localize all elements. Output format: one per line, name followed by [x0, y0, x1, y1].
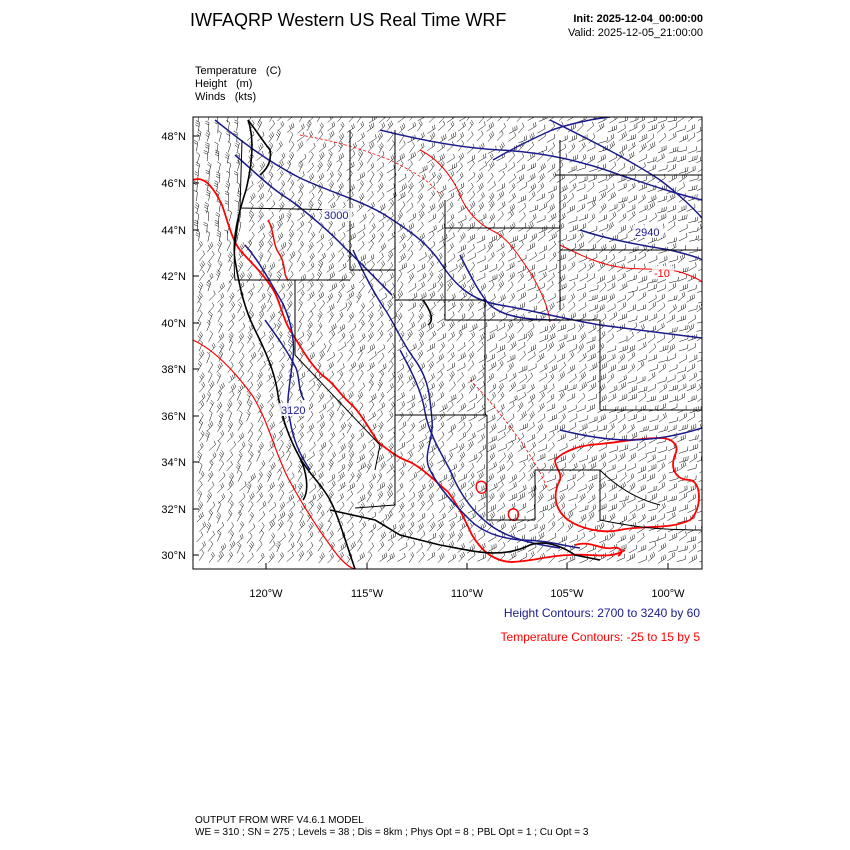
- lat-tick-label: 32°N: [161, 504, 186, 516]
- height-contour-legend: Height Contours: 2700 to 3240 by 60: [503, 606, 700, 620]
- lat-tick-label: 34°N: [161, 457, 186, 469]
- height-contour: [559, 427, 702, 441]
- height-contour: [492, 117, 611, 161]
- temperature-contours: [193, 134, 702, 569]
- longitude-axis: 120°W 115°W 110°W 105°W 100°W: [249, 563, 685, 600]
- lat-tick-label: 44°N: [161, 225, 186, 237]
- height-label-3120: 3120: [281, 405, 305, 417]
- temp-contour: [193, 339, 357, 569]
- field-temperature: Temperature (C): [195, 65, 282, 77]
- height-contour: [549, 119, 702, 219]
- temperature-contour-legend: Temperature Contours: -25 to 15 by 5: [500, 630, 700, 644]
- temp-contour: [475, 480, 488, 495]
- temp-contour: [559, 244, 702, 283]
- temp-contour: [554, 437, 700, 533]
- temp-contour: [267, 219, 289, 281]
- height-label-2940: 2940: [635, 227, 659, 239]
- height-contour: [352, 249, 581, 549]
- lat-tick-label: 42°N: [161, 271, 186, 283]
- field-height: Height (m): [195, 78, 253, 90]
- valid-time: Valid: 2025-12-05_21:00:00: [568, 27, 703, 39]
- height-contour: [459, 254, 561, 321]
- temp-contour: [193, 178, 626, 563]
- init-time: Init: 2025-12-04_00:00:00: [573, 13, 703, 25]
- temp-contour: [419, 149, 551, 323]
- model-config-footer: WE = 310 ; SN = 275 ; Levels = 38 ; Dis …: [195, 827, 589, 838]
- temp-contour: [469, 379, 549, 491]
- lon-tick-label: 120°W: [249, 588, 283, 600]
- temp-contour: [507, 508, 520, 522]
- lat-tick-label: 36°N: [161, 411, 186, 423]
- field-list: Temperature (C) Height (m) Winds (kts): [195, 65, 281, 104]
- lat-tick-label: 40°N: [161, 318, 186, 330]
- latitude-axis: 48°N 46°N 44°N 42°N 40°N 38°N 36°N 34°N 32°N 30°N: [161, 131, 199, 562]
- temp-contour: [574, 542, 623, 557]
- temp-label-minus10: -10: [654, 268, 670, 280]
- height-contour: [399, 349, 561, 549]
- lat-tick-label: 30°N: [161, 550, 186, 562]
- lon-tick-label: 100°W: [651, 588, 685, 600]
- model-footer: OUTPUT FROM WRF V4.6.1 MODEL: [195, 815, 364, 826]
- height-label-3000: 3000: [324, 210, 348, 222]
- lon-tick-label: 110°W: [451, 588, 484, 600]
- lat-tick-label: 48°N: [161, 131, 186, 143]
- contour-labels: 3000 3120 2940 -10: [279, 208, 674, 417]
- temp-contour: [299, 134, 441, 196]
- height-contour: [379, 129, 702, 201]
- wind-barbs: [193, 117, 702, 564]
- lon-tick-label: 115°W: [351, 588, 384, 600]
- state-borders: [193, 117, 702, 531]
- height-contour: [244, 244, 311, 471]
- lat-tick-label: 38°N: [161, 364, 186, 376]
- map-frame: [192, 116, 703, 570]
- height-contour: [214, 119, 702, 339]
- wind-barb-field: [193, 117, 702, 564]
- lat-tick-label: 46°N: [161, 178, 186, 190]
- coastline: [233, 119, 601, 569]
- lon-tick-label: 105°W: [550, 588, 584, 600]
- height-contour: [264, 319, 305, 401]
- field-winds: Winds (kts): [195, 91, 257, 103]
- map-title: IWFAQRP Western US Real Time WRF: [190, 10, 507, 30]
